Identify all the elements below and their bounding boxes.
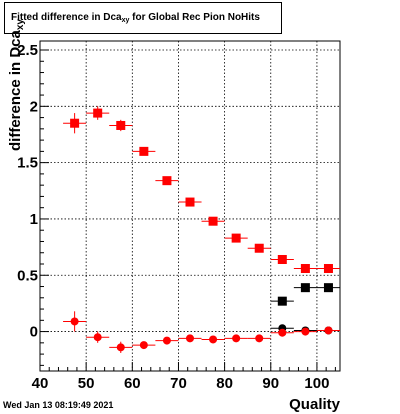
data-points bbox=[63, 106, 340, 353]
circle-marker bbox=[255, 334, 264, 343]
square-marker bbox=[185, 197, 195, 207]
x-tick-label: 60 bbox=[124, 375, 141, 392]
square-marker bbox=[116, 120, 126, 130]
circle-marker bbox=[116, 343, 125, 352]
y-tick-label: 0 bbox=[30, 324, 38, 341]
circle-marker bbox=[93, 333, 102, 342]
axes: 40 50 60 70 80 90 100 0 0.5 1 1.5 2 2.5 bbox=[17, 42, 336, 392]
y-tick-label: 2.5 bbox=[17, 42, 38, 59]
circle-marker bbox=[278, 328, 287, 337]
y-tick-label: 1 bbox=[30, 211, 38, 228]
date-stamp: Wed Jan 13 08:19:49 2021 bbox=[3, 400, 114, 410]
x-tick-label: 100 bbox=[304, 375, 329, 392]
x-tick-label: 50 bbox=[78, 375, 95, 392]
circle-marker bbox=[70, 317, 79, 326]
square-marker bbox=[323, 264, 333, 274]
y-axis-label: difference in Dcaxy bbox=[7, 19, 27, 209]
square-marker bbox=[300, 283, 310, 293]
y-axis-label-subscript: xy bbox=[15, 19, 26, 31]
circle-marker bbox=[301, 327, 310, 336]
grid-lines bbox=[40, 41, 340, 371]
square-marker bbox=[277, 296, 287, 306]
square-marker bbox=[162, 176, 172, 186]
x-tick-label: 70 bbox=[170, 375, 187, 392]
circle-marker bbox=[186, 334, 194, 343]
square-marker bbox=[93, 108, 103, 118]
x-tick-label: 40 bbox=[32, 375, 49, 392]
title-prefix: Fitted difference in Dca bbox=[11, 12, 122, 23]
y-tick-label: 2 bbox=[30, 98, 38, 115]
chart-title: Fitted difference in Dcaxy for Global Re… bbox=[4, 2, 282, 34]
circle-marker bbox=[162, 336, 171, 345]
y-axis-label-prefix: difference in Dca bbox=[7, 30, 24, 151]
square-marker bbox=[323, 283, 333, 293]
square-marker bbox=[231, 233, 241, 243]
circle-marker bbox=[232, 334, 241, 343]
x-axis-label: Quality bbox=[289, 396, 340, 413]
title-subscript: xy bbox=[121, 17, 130, 24]
square-marker bbox=[208, 216, 218, 226]
square-marker bbox=[254, 243, 264, 253]
y-tick-label: 1.5 bbox=[17, 155, 38, 172]
x-tick-label: 80 bbox=[216, 375, 233, 392]
square-marker bbox=[300, 264, 310, 274]
title-suffix: for Global Rec Pion NoHits bbox=[129, 12, 260, 23]
square-marker bbox=[277, 254, 287, 264]
plot-frame bbox=[39, 40, 341, 372]
y-tick-label: 0.5 bbox=[17, 267, 38, 284]
circle-marker bbox=[139, 341, 148, 350]
x-tick-label: 90 bbox=[262, 375, 279, 392]
square-marker bbox=[139, 146, 149, 156]
square-marker bbox=[70, 118, 80, 128]
circle-marker bbox=[209, 335, 218, 344]
circle-marker bbox=[324, 326, 333, 335]
